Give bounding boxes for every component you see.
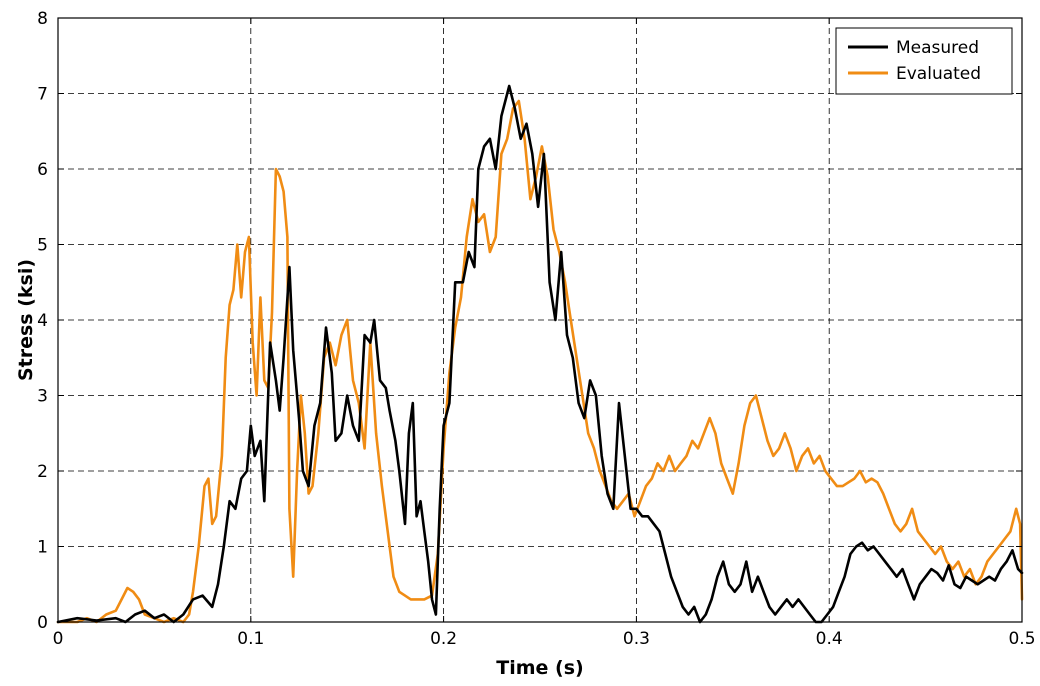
y-tick-label: 0	[37, 613, 48, 633]
x-tick-label: 0.4	[816, 629, 843, 649]
y-tick-label: 1	[37, 538, 48, 558]
legend-box	[835, 27, 1013, 95]
x-axis-title: Time (s)	[496, 657, 583, 679]
axis-ticks: 0 0.1 0.2 0.3 0.4 0.5 0 1 2 3 4 5 6 7 8	[37, 9, 1035, 649]
x-tick-label: 0.3	[623, 629, 650, 649]
series-line-measured	[56, 84, 1024, 624]
y-tick-label: 8	[37, 9, 48, 29]
y-axis-title: Stress (ksi)	[15, 259, 37, 381]
series-lines	[56, 84, 1024, 624]
y-tick-label: 3	[37, 387, 48, 407]
y-tick-label: 2	[37, 462, 48, 482]
legend-label-measured: Measured	[896, 38, 979, 58]
y-tick-label: 4	[37, 311, 48, 331]
x-tick-label: 0.1	[237, 629, 264, 649]
chart-legend: Measured Evaluated	[835, 27, 1013, 95]
x-tick-label: 0.2	[430, 629, 457, 649]
y-tick-label: 6	[37, 160, 48, 180]
x-tick-label: 0	[53, 629, 64, 649]
y-tick-label: 5	[37, 236, 48, 256]
series-line-evaluated	[56, 99, 1024, 624]
legend-label-evaluated: Evaluated	[896, 64, 981, 84]
y-tick-label: 7	[37, 85, 48, 105]
x-tick-label: 0.5	[1008, 629, 1035, 649]
